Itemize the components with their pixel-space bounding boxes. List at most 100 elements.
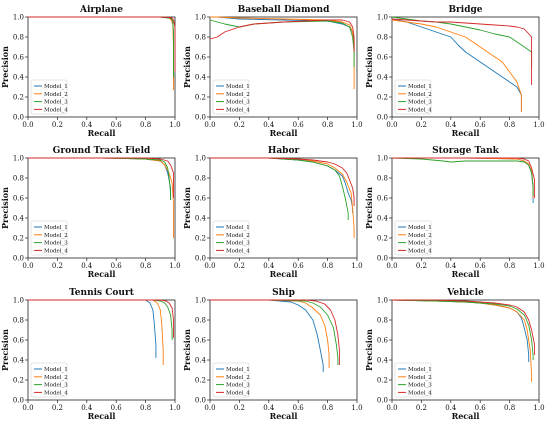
chart-ship-series-model-2 <box>210 299 330 368</box>
chart-storage-tank-ytick-label: 0.4 <box>377 214 389 222</box>
chart-baseball-diamond-ytick-label: 1.0 <box>195 13 206 21</box>
chart-bridge-series-model-2 <box>391 19 522 112</box>
chart-baseball-diamond-series-model-1 <box>210 16 355 57</box>
chart-tennis-court-xtick-label: 1.0 <box>169 404 180 412</box>
chart-habor-ytick-label: 0.4 <box>195 214 207 222</box>
chart-vehicle-xtick-label: 0.0 <box>386 404 397 412</box>
chart-habor-series-model-4 <box>210 157 355 206</box>
chart-vehicle-legend-label: Model_4 <box>408 390 432 396</box>
chart-vehicle-legend-label: Model_1 <box>408 367 432 373</box>
chart-ship-legend-label: Model_4 <box>226 390 250 396</box>
chart-vehicle-axes-frame <box>391 299 540 401</box>
chart-ground-track-field-ytick-label: 0.4 <box>13 214 25 222</box>
chart-storage-tank-xlabel: Recall <box>452 269 480 279</box>
chart-bridge-legend-label: Model_4 <box>408 107 432 113</box>
chart-vehicle-xtick-label: 1.0 <box>533 404 544 412</box>
chart-storage-tank: Storage Tank 0.0 0.2 0.4 0.6 0.8 1.0 0.0 0.2 0.4 0… <box>364 146 545 279</box>
chart-ground-track-field-legend-label: Model_2 <box>44 233 68 239</box>
chart-habor-legend-label: Model_4 <box>226 248 250 254</box>
chart-baseball-diamond-ylabel: Precision <box>182 46 192 88</box>
chart-baseball-diamond-legend-label: Model_2 <box>226 92 250 98</box>
chart-ship-legend-label: Model_1 <box>226 367 250 373</box>
chart-habor-xlabel: Recall <box>270 269 298 279</box>
chart-habor-ytick-label: 0.2 <box>195 234 206 242</box>
chart-habor-legend-label: Model_2 <box>226 233 250 239</box>
chart-vehicle-ytick-label: 0.0 <box>377 396 388 404</box>
chart-bridge-ytick-label: 0.6 <box>377 53 389 61</box>
chart-habor-xtick-label: 0.2 <box>234 262 245 270</box>
chart-ship-ytick-label: 1.0 <box>195 296 206 304</box>
chart-bridge-xtick-label: 0.0 <box>386 121 397 129</box>
chart-ground-track-field-legend-label: Model_4 <box>44 248 68 254</box>
chart-ground-track-field-xtick-label: 0.8 <box>140 262 151 270</box>
chart-ground-track-field-xtick-label: 0.2 <box>52 262 63 270</box>
chart-bridge-ytick-label: 0.2 <box>377 93 388 101</box>
chart-vehicle-xtick-label: 0.4 <box>445 404 457 412</box>
chart-ground-track-field-xlabel: Recall <box>88 269 116 279</box>
chart-storage-tank-ytick-label: 0.8 <box>377 174 388 182</box>
chart-baseball-diamond-axes-frame <box>209 16 358 118</box>
chart-storage-tank-ytick-label: 0.0 <box>377 254 388 262</box>
chart-habor-axes-frame <box>209 157 358 259</box>
chart-storage-tank-ytick-label: 0.2 <box>377 234 388 242</box>
chart-bridge-ytick-label: 0.8 <box>377 33 388 41</box>
chart-baseball-diamond-series-model-3 <box>209 19 355 67</box>
chart-vehicle-ytick-label: 0.4 <box>377 356 389 364</box>
chart-tennis-court-xtick-label: 0.8 <box>140 404 151 412</box>
chart-tennis-court-legend-label: Model_1 <box>44 367 68 373</box>
chart-ship-ytick-label: 0.0 <box>195 396 206 404</box>
chart-airplane-ytick-label: 0.2 <box>13 93 24 101</box>
chart-ground-track-field-ytick-label: 0.6 <box>13 194 25 202</box>
chart-vehicle-xtick-label: 0.8 <box>504 404 515 412</box>
chart-tennis-court-legend-label: Model_4 <box>44 390 68 396</box>
chart-ground-track-field-ytick-label: 0.2 <box>13 234 24 242</box>
chart-storage-tank-title: Storage Tank <box>432 146 500 156</box>
chart-storage-tank-legend-box <box>394 220 432 256</box>
chart-baseball-diamond-legend-label: Model_3 <box>226 100 250 106</box>
chart-tennis-court-ytick-label: 0.2 <box>13 376 24 384</box>
chart-vehicle-ytick-label: 1.0 <box>377 296 388 304</box>
chart-habor-ytick-label: 0.0 <box>195 254 206 262</box>
chart-bridge-ytick-label: 0.0 <box>377 113 388 121</box>
chart-habor-ytick-label: 1.0 <box>195 154 206 162</box>
chart-ground-track-field-ytick-label: 1.0 <box>13 154 24 162</box>
chart-storage-tank-xtick-label: 0.0 <box>386 262 397 270</box>
chart-habor-xtick-label: 0.6 <box>293 262 305 270</box>
chart-baseball-diamond-xtick-label: 0.0 <box>204 121 215 129</box>
chart-ground-track-field-legend-box <box>30 220 68 256</box>
chart-airplane-legend-label: Model_4 <box>44 107 68 113</box>
chart-tennis-court-series-model-2 <box>28 299 164 365</box>
chart-vehicle-legend-label: Model_2 <box>408 375 432 381</box>
chart-vehicle-legend-label: Model_3 <box>408 383 432 389</box>
chart-storage-tank-xtick-label: 0.6 <box>475 262 487 270</box>
chart-airplane-ylabel: Precision <box>0 46 10 88</box>
chart-ground-track-field-legend-label: Model_3 <box>44 241 68 247</box>
chart-baseball-diamond-series-model-4 <box>209 19 355 52</box>
chart-airplane-legend-box <box>30 79 68 115</box>
chart-bridge-ytick-label: 1.0 <box>377 13 388 21</box>
chart-airplane-xlabel: Recall <box>88 128 116 138</box>
chart-bridge-legend-label: Model_1 <box>408 84 432 90</box>
chart-vehicle-xtick-label: 0.6 <box>475 404 487 412</box>
chart-ground-track-field-series-model-3 <box>28 157 172 200</box>
chart-ship-series-model-3 <box>210 299 339 365</box>
chart-airplane-ytick-label: 0.6 <box>13 53 25 61</box>
chart-tennis-court-xtick-label: 0.6 <box>111 404 123 412</box>
chart-vehicle-title: Vehicle <box>446 288 484 298</box>
chart-tennis-court-legend-box <box>30 362 68 398</box>
chart-ship-ytick-label: 0.2 <box>195 376 206 384</box>
chart-vehicle-series-model-3 <box>391 299 534 360</box>
chart-habor-legend-box <box>212 220 250 256</box>
chart-vehicle-series-model-1 <box>391 299 530 362</box>
chart-tennis-court-ytick-label: 1.0 <box>13 296 24 304</box>
chart-ground-track-field-xtick-label: 0.0 <box>22 262 33 270</box>
chart-habor-legend-label: Model_3 <box>226 241 250 247</box>
